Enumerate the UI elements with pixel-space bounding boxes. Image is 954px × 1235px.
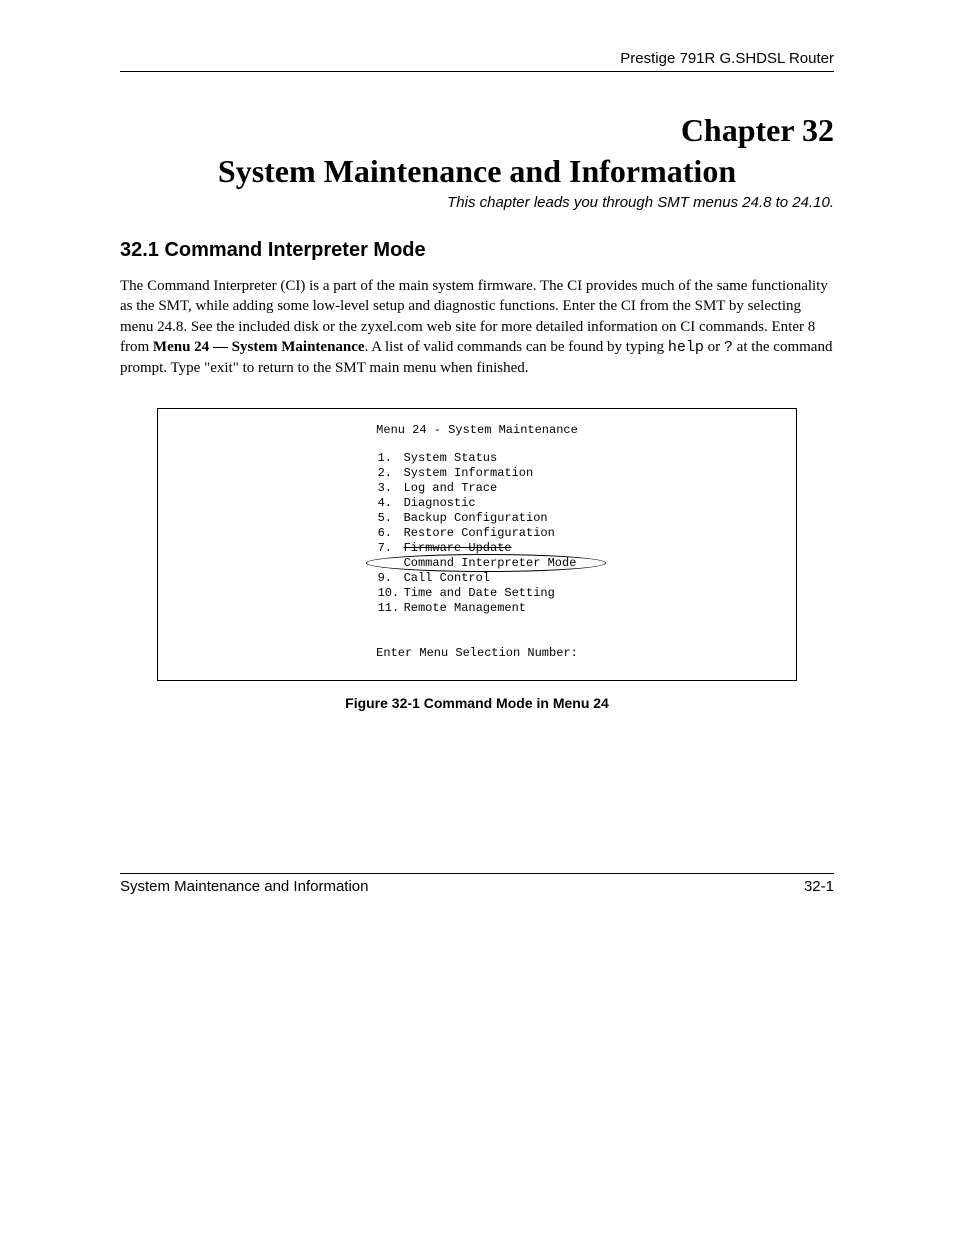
menu-title: Menu 24 - System Maintenance <box>178 423 776 437</box>
footer-right: 32-1 <box>804 878 834 895</box>
menu-item-number: 3. <box>378 481 404 496</box>
chapter-number-block: Chapter 32 <box>120 112 834 149</box>
menu-item-number: 9. <box>378 571 404 586</box>
menu-item-number: 11. <box>378 601 404 616</box>
figure-caption: Figure 32-1 Command Mode in Menu 24 <box>120 695 834 711</box>
menu-item-label: Time and Date Setting <box>404 586 555 600</box>
menu-item-label: Restore Configuration <box>404 526 555 540</box>
chapter-number: Chapter 32 <box>681 112 834 148</box>
menu-item-label: Call Control <box>404 571 490 585</box>
menu-item-label: Log and Trace <box>404 481 498 495</box>
menu-item-label: Command Interpreter Mode <box>404 556 577 570</box>
footer-left: System Maintenance and Information <box>120 878 368 895</box>
page-header: Prestige 791R G.SHDSL Router <box>120 50 834 72</box>
figure-box: Menu 24 - System Maintenance 1.System St… <box>157 408 797 681</box>
menu-item-number: 4. <box>378 496 404 511</box>
menu-item-number: 5. <box>378 511 404 526</box>
para-text-mid: . A list of valid commands can be found … <box>365 339 668 355</box>
menu-item: 5.Backup Configuration <box>378 511 577 526</box>
menu-prompt: Enter Menu Selection Number: <box>178 646 776 660</box>
chapter-title: System Maintenance and Information <box>120 153 834 190</box>
para-bold-menu: Menu 24 — System Maintenance <box>153 339 365 355</box>
para-mono-qmark: ? <box>724 339 733 356</box>
menu-item-number: 2. <box>378 466 404 481</box>
para-text-mid2: or <box>704 339 724 355</box>
section-paragraph: The Command Interpreter (CI) is a part o… <box>120 276 834 378</box>
document-page: Prestige 791R G.SHDSL Router Chapter 32 … <box>0 0 954 1235</box>
menu-item-label: Firmware Update <box>404 541 512 555</box>
page-footer: System Maintenance and Information 32-1 <box>120 873 834 895</box>
header-product: Prestige 791R G.SHDSL Router <box>620 50 834 67</box>
menu-item: 9.Call Control <box>378 571 577 586</box>
menu-item-number: 6. <box>378 526 404 541</box>
menu-item: 6.Restore Configuration <box>378 526 577 541</box>
menu-item-number: 1. <box>378 451 404 466</box>
menu-item-number: 10. <box>378 586 404 601</box>
menu-item: 2.System Information <box>378 466 577 481</box>
menu-item-number: 7. <box>378 541 404 556</box>
para-mono-help: help <box>668 339 704 356</box>
menu-item: 1.System Status <box>378 451 577 466</box>
menu-item: 11.Remote Management <box>378 601 577 616</box>
menu-item-label: Remote Management <box>404 601 526 615</box>
section-heading: 32.1 Command Interpreter Mode <box>120 239 834 262</box>
menu-item-label: System Information <box>404 466 534 480</box>
menu-item-label: System Status <box>404 451 498 465</box>
circled-menu-item: Command Interpreter Mode <box>378 556 577 571</box>
menu-item: Command Interpreter Mode <box>378 556 577 571</box>
menu-item: 7.Firmware Update <box>378 541 577 556</box>
menu-list: 1.System Status2.System Information3.Log… <box>378 451 577 616</box>
chapter-description: This chapter leads you through SMT menus… <box>120 194 834 211</box>
menu-item: 3.Log and Trace <box>378 481 577 496</box>
menu-item-label: Backup Configuration <box>404 511 548 525</box>
menu-item-label: Diagnostic <box>404 496 476 510</box>
menu-item: 10.Time and Date Setting <box>378 586 577 601</box>
menu-item: 4.Diagnostic <box>378 496 577 511</box>
